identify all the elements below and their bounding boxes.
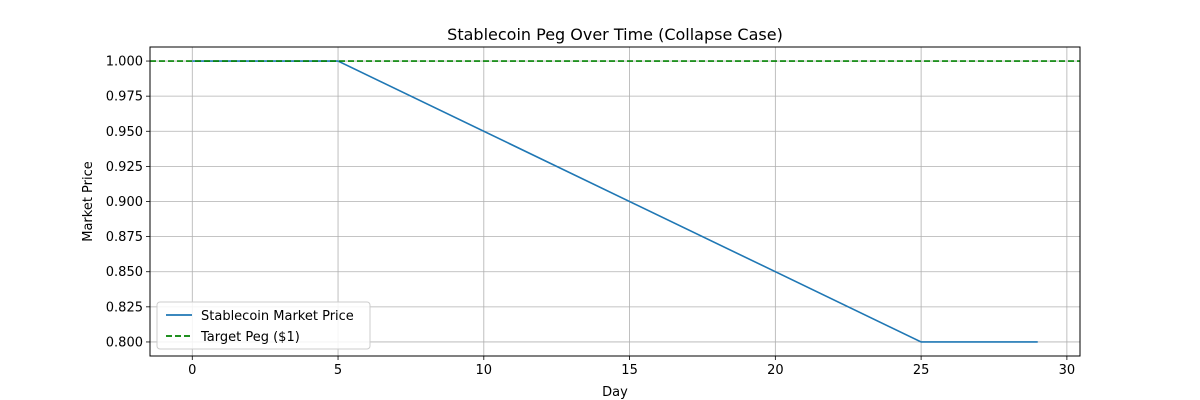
legend-box [156,301,371,350]
y-tick-label: 0.850 [106,265,143,280]
y-tick-label: 0.900 [106,195,143,210]
chart-title: Stablecoin Peg Over Time (Collapse Case) [447,25,783,44]
series-layer [150,60,1080,343]
x-tick-label: 10 [476,363,493,378]
legend-label-target-peg: Target Peg ($1) [200,330,300,345]
y-tick-label: 1.000 [106,55,143,70]
x-axis-ticks: 0 5 10 15 20 25 30 [188,356,1075,378]
x-tick-label: 20 [767,363,784,378]
x-tick-label: 30 [1059,363,1076,378]
grid [150,47,1080,356]
x-tick-label: 15 [621,363,638,378]
y-axis-label: Market Price [81,161,96,242]
x-axis-label: Day [602,385,628,400]
y-tick-label: 0.825 [106,300,143,315]
y-axis-ticks: 0.800 0.825 0.850 0.875 0.900 0.925 0.950 0.975… [106,55,150,350]
x-tick-label: 5 [334,363,342,378]
x-tick-label: 25 [913,363,930,378]
y-tick-label: 0.950 [106,125,143,140]
x-tick-label: 0 [188,363,196,378]
legend-label-market-price: Stablecoin Market Price [201,309,354,324]
legend: Stablecoin Market Price Target Peg ($1) [156,301,371,350]
series-line-market-price [192,60,1038,343]
y-tick-label: 0.925 [106,160,143,175]
y-tick-label: 0.975 [106,90,143,105]
y-tick-label: 0.800 [106,335,143,350]
y-tick-label: 0.875 [106,230,143,245]
